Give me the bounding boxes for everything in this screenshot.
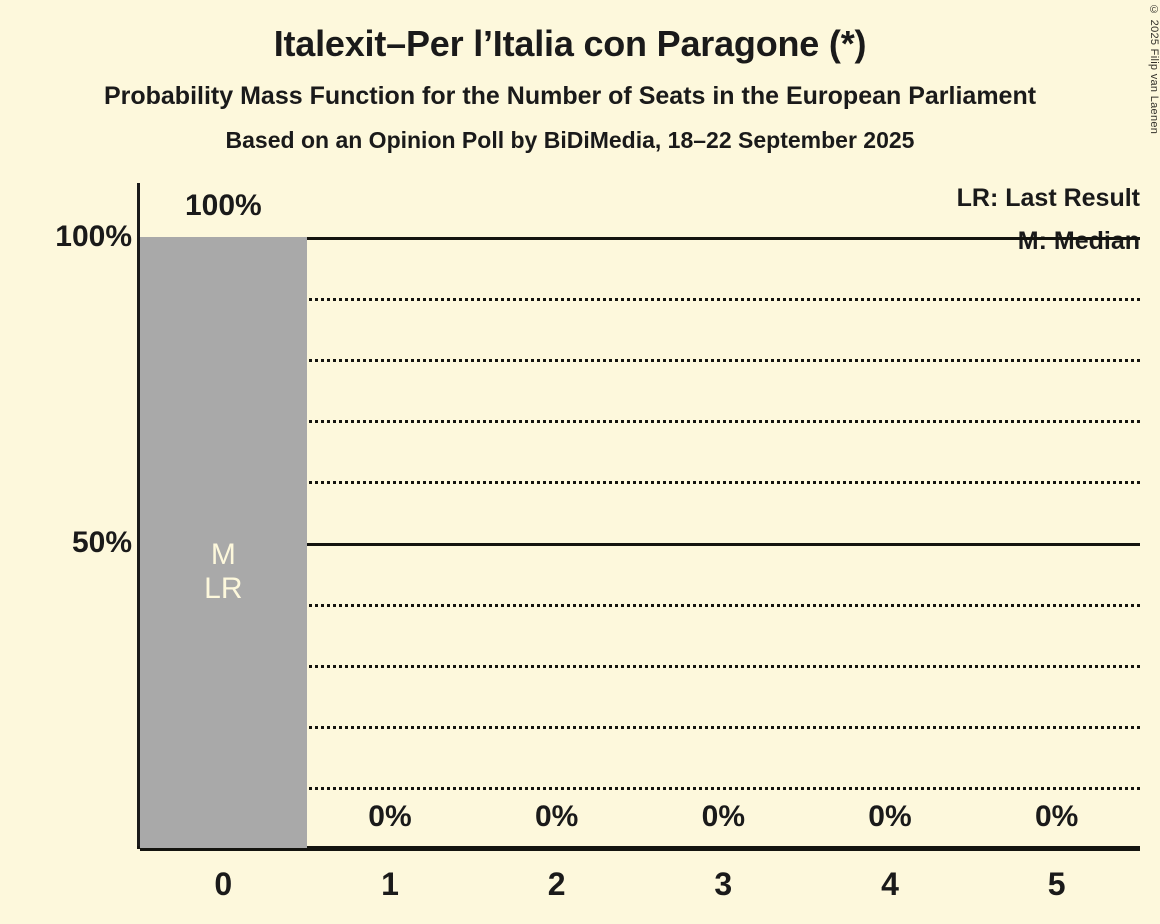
bar-slot[interactable]: 0%: [973, 237, 1140, 848]
bar-slot[interactable]: 0%: [307, 237, 474, 848]
bar-value-label: 100%: [184, 189, 262, 222]
legend-item-median: M: Median: [1017, 227, 1140, 255]
gridline-solid: [140, 237, 1140, 240]
x-axis-line: [137, 846, 1140, 849]
bar-value-label: 0%: [534, 800, 579, 833]
chart-legend: LR: Last Result M: Median: [957, 186, 1140, 254]
bar-value-label: 0%: [701, 800, 745, 833]
gridline-dotted: [140, 664, 1140, 668]
bar-slot[interactable]: 0%: [640, 237, 807, 848]
y-axis-tick-label: 100%: [55, 220, 132, 253]
x-axis-tick-label: 1: [381, 866, 399, 902]
bar-value-label: 0%: [868, 800, 912, 833]
bar-slot[interactable]: 0%: [807, 237, 974, 848]
y-axis-tick-group: 100% 50%: [0, 0, 132, 924]
x-axis-tick-label: 2: [547, 866, 566, 902]
gridline-dotted: [140, 420, 1140, 424]
legend-item-last-result: LR: Last Result: [956, 184, 1140, 212]
y-axis-line: [137, 183, 140, 849]
gridline-dotted: [140, 786, 1140, 790]
gridline-group: [140, 237, 1140, 851]
x-axis-tick-label: 5: [1047, 866, 1066, 902]
x-axis-tick-label: 0: [214, 866, 233, 902]
gridline-dotted: [140, 298, 1140, 302]
bar-value-label: 0%: [368, 800, 412, 833]
title-block: Italexit–Per l’Italia con Paragone (*) P…: [0, 0, 1140, 152]
bar-slot[interactable]: 0%: [473, 237, 640, 848]
bar-value-label: 0%: [1034, 800, 1079, 833]
y-axis-tick-label: 50%: [71, 525, 132, 559]
bar-marker: LR: [204, 571, 243, 605]
bar-group: M LR 100% 0% 0% 0% 0% 0%: [140, 189, 1140, 848]
gridline-solid: [140, 542, 1140, 546]
page-title: Italexit–Per l’Italia con Paragone (*): [273, 23, 867, 64]
copyright-notice: © 2025 Filip van Laenen: [1148, 4, 1160, 135]
bar-slot[interactable]: M LR 100%: [140, 189, 307, 848]
chart-subtitle: Probability Mass Function for the Number…: [103, 82, 1037, 110]
bar-marker: M: [210, 538, 236, 571]
gridline-dotted: [140, 481, 1140, 485]
bar[interactable]: [140, 237, 307, 848]
chart-source-subtitle: Based on an Opinion Poll by BiDiMedia, 1…: [225, 127, 915, 153]
x-axis-tick-label: 3: [714, 866, 733, 902]
x-axis-tick-label: 4: [881, 866, 899, 902]
bar-marker-group: M LR: [140, 538, 307, 605]
gridline-dotted: [140, 725, 1140, 729]
gridline-dotted: [140, 359, 1140, 363]
gridline-dotted: [140, 603, 1140, 607]
gridline-solid: [140, 848, 1140, 851]
